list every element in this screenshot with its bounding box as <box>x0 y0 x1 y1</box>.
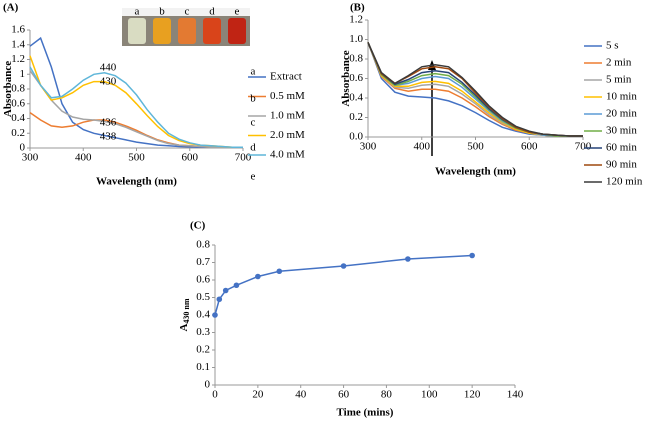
inset-label: a <box>135 6 140 18</box>
point <box>222 287 229 294</box>
panel-label: (B) <box>350 2 365 14</box>
series-line <box>29 70 243 149</box>
series-line <box>367 42 583 137</box>
x-tick-label: 140 <box>507 389 524 401</box>
legend-label: 5 s <box>606 40 619 52</box>
x-tick-label: 600 <box>182 152 199 164</box>
legend-letter: e <box>251 171 256 183</box>
legend-letter: b <box>250 93 256 105</box>
x-tick-label: 500 <box>128 152 145 164</box>
point <box>405 256 411 262</box>
annotation: 438 <box>100 131 117 143</box>
y-tick-label: 0.6 <box>349 72 363 84</box>
x-tick-label: 80 <box>381 389 393 401</box>
inset-label: b <box>159 6 165 18</box>
x-tick-label: 20 <box>252 389 264 401</box>
y-tick-label: 0.4 <box>11 112 25 124</box>
point <box>276 268 283 275</box>
y-axis-title: Absorbance <box>2 61 14 117</box>
y-tick-label: 1 <box>20 68 26 80</box>
y-tick-label: 0.5 <box>196 291 210 303</box>
panel-label: (C) <box>190 220 206 232</box>
legend-label: 20 min <box>606 108 637 120</box>
panel-label: (A) <box>3 2 19 14</box>
legend-letter: a <box>251 66 256 78</box>
y-tick-label: 0.6 <box>11 97 25 109</box>
x-tick-label: 60 <box>338 389 350 401</box>
y-axis-title-main: Absorbance <box>340 50 352 106</box>
y-tick-label: 0.2 <box>196 344 210 356</box>
inset-label: e <box>235 6 240 18</box>
x-tick-label: 300 <box>360 141 377 153</box>
legend-label: 4.0 mM <box>270 149 305 161</box>
x-tick-label: 400 <box>414 141 431 153</box>
y-tick-label: 0.4 <box>196 309 210 321</box>
legend-label: 2.0 mM <box>270 129 305 141</box>
y-tick-label: 0.1 <box>196 361 210 373</box>
series-line <box>367 42 583 137</box>
legend-label: 30 min <box>606 125 637 137</box>
y-tick-label: 0.8 <box>349 53 363 65</box>
y-tick-label: 0.2 <box>349 111 363 123</box>
x-tick-label: 0 <box>212 389 218 401</box>
x-tick-label: 600 <box>521 141 538 153</box>
point <box>216 296 223 303</box>
y-axis-title: Absorbance <box>340 50 352 106</box>
series-line <box>29 66 243 149</box>
y-axis-title-main: Absorbance <box>2 61 14 117</box>
inset-label: c <box>185 6 190 18</box>
point <box>212 312 218 318</box>
annotation: 436 <box>100 117 117 129</box>
legend-letter: c <box>251 117 256 129</box>
y-tick-label: 0.2 <box>11 127 25 139</box>
legend-label: 90 min <box>606 159 637 171</box>
legend-label: Extract <box>270 71 302 83</box>
y-tick-label: 0.4 <box>349 92 363 104</box>
y-tick-label: 0 <box>20 142 26 154</box>
y-tick-label: 1.4 <box>11 38 25 50</box>
legend-label: 10 min <box>606 91 637 103</box>
y-axis-title-subscript: 430 nm <box>182 298 191 323</box>
legend-label: 60 min <box>606 142 637 154</box>
x-axis-title: Time (mins) <box>337 407 394 419</box>
y-tick-label: 1.2 <box>11 53 25 65</box>
x-tick-label: 300 <box>22 152 39 164</box>
legend-letter: d <box>250 142 256 154</box>
point <box>469 252 475 259</box>
legend-label: 2 min <box>606 57 632 69</box>
y-tick-label: 0.7 <box>196 256 210 268</box>
legend-label: 0.5 mM <box>270 90 305 102</box>
annotation: 430 <box>100 76 117 88</box>
y-axis-title: A430 nm <box>178 298 191 331</box>
x-axis-title: Wavelength (nm) <box>96 176 177 188</box>
y-tick-label: 1.2 <box>349 14 363 26</box>
legend-label: 120 min <box>606 176 643 188</box>
point <box>340 263 347 269</box>
inset-photo <box>122 8 250 46</box>
legend-label: 1.0 mM <box>270 110 305 122</box>
y-axis-title-main: A <box>178 324 190 332</box>
y-tick-label: 1.6 <box>11 24 25 36</box>
point <box>233 282 240 289</box>
y-tick-label: 0.6 <box>196 274 210 286</box>
y-tick-label: 0.0 <box>349 131 363 143</box>
y-tick-label: 0.8 <box>11 83 25 95</box>
x-axis-title: Wavelength (nm) <box>435 166 516 178</box>
y-tick-label: 0 <box>205 379 211 391</box>
y-tick-label: 0.8 <box>196 239 210 251</box>
y-tick-label: 0.3 <box>196 326 210 338</box>
x-tick-label: 100 <box>421 389 438 401</box>
x-tick-label: 40 <box>295 389 307 401</box>
x-tick-label: 700 <box>235 152 252 164</box>
x-tick-label: 120 <box>464 389 481 401</box>
x-tick-label: 700 <box>575 141 592 153</box>
y-tick-label: 1.0 <box>349 33 363 45</box>
x-tick-label: 500 <box>467 141 484 153</box>
inset-label: d <box>209 6 215 18</box>
legend-label: 5 min <box>606 74 632 86</box>
annotation: 440 <box>100 62 117 74</box>
x-tick-label: 400 <box>75 152 92 164</box>
point <box>255 273 261 280</box>
